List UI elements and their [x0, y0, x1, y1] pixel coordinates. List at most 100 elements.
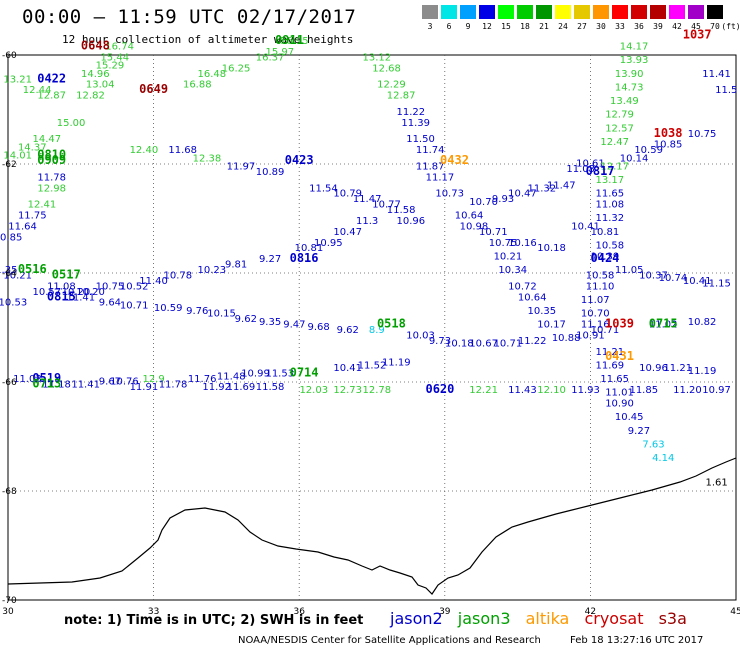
swh-reading: 11.76 [188, 374, 217, 385]
swh-reading: 10.18 [537, 243, 566, 254]
swh-reading: 12.82 [76, 91, 105, 102]
swh-reading: 10.95 [314, 238, 343, 249]
pass-time-label: 1038 [654, 126, 683, 140]
swh-reading: 10.35 [528, 306, 557, 317]
legend-swatch [498, 5, 514, 19]
legend-swatch [707, 5, 723, 19]
swh-reading: 11.07 [581, 295, 610, 306]
swh-reading: 11.47 [353, 194, 382, 205]
swh-reading: 9.76 [186, 306, 208, 317]
axis-ticks: 30 33 36 39 42 45 -60 -62 -64 -66 -68 -70 [2, 51, 740, 617]
legend-label: 36 [634, 22, 644, 31]
swh-reading: 16.95 [280, 36, 309, 47]
swh-reading: 15.97 [265, 47, 294, 58]
swh-reading: 10.45 [615, 412, 644, 423]
legend-swatch [555, 5, 571, 19]
swh-reading: 12.98 [37, 183, 66, 194]
swh-reading: 12.03 [299, 385, 328, 396]
swh-reading: 12.29 [377, 80, 406, 91]
swh-reading: 9.47 [283, 320, 305, 331]
swh-reading: 11.03 [13, 374, 42, 385]
legend-swatch [669, 5, 685, 19]
swh-reading: 15.29 [96, 61, 125, 72]
swh-reading: 11.08 [47, 281, 76, 292]
swh-reading: 11.05 [615, 265, 644, 276]
satellite-key: jason2 jason3 altika cryosat s3a [390, 609, 697, 628]
swh-reading: 10.64 [455, 211, 484, 222]
swh-reading: 11.5 [715, 85, 737, 96]
swh-reading: 10.21 [494, 251, 523, 262]
swh-reading: 10.34 [498, 265, 527, 276]
swh-reading: 10.97 [702, 385, 731, 396]
pass-time-label: 0713 [32, 376, 61, 390]
legend-swatch [517, 5, 533, 19]
swh-reading: 11.01 [605, 388, 634, 399]
pass-time-label: 0815 [47, 289, 76, 303]
swh-reading: 13.17 [595, 175, 624, 186]
swh-reading: 11.92 [202, 382, 231, 393]
legend-label: 24 [558, 22, 568, 31]
swh-reading: 14.73 [615, 82, 644, 93]
swh-reading: 10.20 [76, 287, 105, 298]
lat-tick-label: -64 [2, 269, 17, 279]
swh-reading: 10.88 [552, 333, 581, 344]
swh-reading: 10.96 [397, 216, 426, 227]
swh-reading: 11.50 [406, 134, 435, 145]
legend-label: 12 [482, 22, 492, 31]
pass-time-label: 0423 [285, 153, 314, 167]
swh-reading: 7.63 [642, 439, 664, 450]
legend-swatch [422, 5, 438, 19]
swh-reading: 9.64 [99, 298, 121, 309]
swh-reading: 10.58 [595, 240, 624, 251]
swh-reading: 11.58 [387, 205, 416, 216]
swh-reading: 10.14 [620, 153, 649, 164]
legend-swatch [688, 5, 704, 19]
swh-reading: 10.71 [591, 325, 620, 336]
swh-reading: 10.47 [508, 189, 537, 200]
legend-label: 42 [672, 22, 682, 31]
legend-swatch [650, 5, 666, 19]
swh-reading: 14.37 [18, 142, 47, 153]
swh-reading: 8.9 [369, 325, 385, 336]
pass-time-label: 0817 [586, 164, 615, 178]
swh-reading: 11.22 [397, 107, 426, 118]
pass-time-label: 0519 [32, 371, 61, 385]
legend-label: 15 [501, 22, 511, 31]
swh-reading: 11.21 [595, 347, 624, 358]
lon-tick-label: 33 [148, 607, 159, 617]
swh-reading: 11.78 [159, 379, 188, 390]
swh-reading: 11.32 [595, 213, 624, 224]
swh-reading: 12.57 [605, 123, 634, 134]
swh-reading: 10.91 [576, 330, 605, 341]
swh-reading: 12.44 [23, 85, 52, 96]
swh-reading: 11.15 [702, 279, 731, 290]
swh-reading: 12.38 [193, 153, 222, 164]
swh-reading: 12.10 [537, 385, 566, 396]
swh-reading: 10.98 [460, 221, 489, 232]
swh-reading: 13.93 [620, 55, 649, 66]
swh-reading: 12.79 [605, 110, 634, 121]
legend-swatch [536, 5, 552, 19]
swh-reading: 10.53 [0, 298, 27, 309]
swh-reading: 11.54 [309, 183, 338, 194]
swh-reading: 11.18 [42, 379, 71, 390]
swh-reading: 10.39 [591, 251, 620, 262]
swh-reading: 13.21 [3, 74, 32, 85]
legend-swatch [574, 5, 590, 19]
legend-label: 18 [520, 22, 530, 31]
swh-reading: 9.67 [99, 377, 121, 388]
swh-reading: 11.69 [227, 382, 256, 393]
swh-reading: 10.90 [605, 399, 634, 410]
swh-reading: 10.41 [571, 221, 600, 232]
swh-reading: 10.47 [333, 227, 362, 238]
swh-reading: 10.23 [198, 265, 227, 276]
swh-reading: 10.73 [435, 189, 464, 200]
map-frame [7, 54, 737, 601]
pass-time-label: 0620 [425, 382, 454, 396]
pass-time-label: 0810 [37, 148, 66, 162]
swh-reading: 11.16 [581, 320, 610, 331]
pass-time-label: 1039 [605, 317, 634, 331]
swh-reading: 12.47 [600, 137, 629, 148]
swh-reading: 9.73 [429, 336, 451, 347]
map-title: 00:00 – 11:59 UTC 02/17/2017 [22, 6, 357, 28]
